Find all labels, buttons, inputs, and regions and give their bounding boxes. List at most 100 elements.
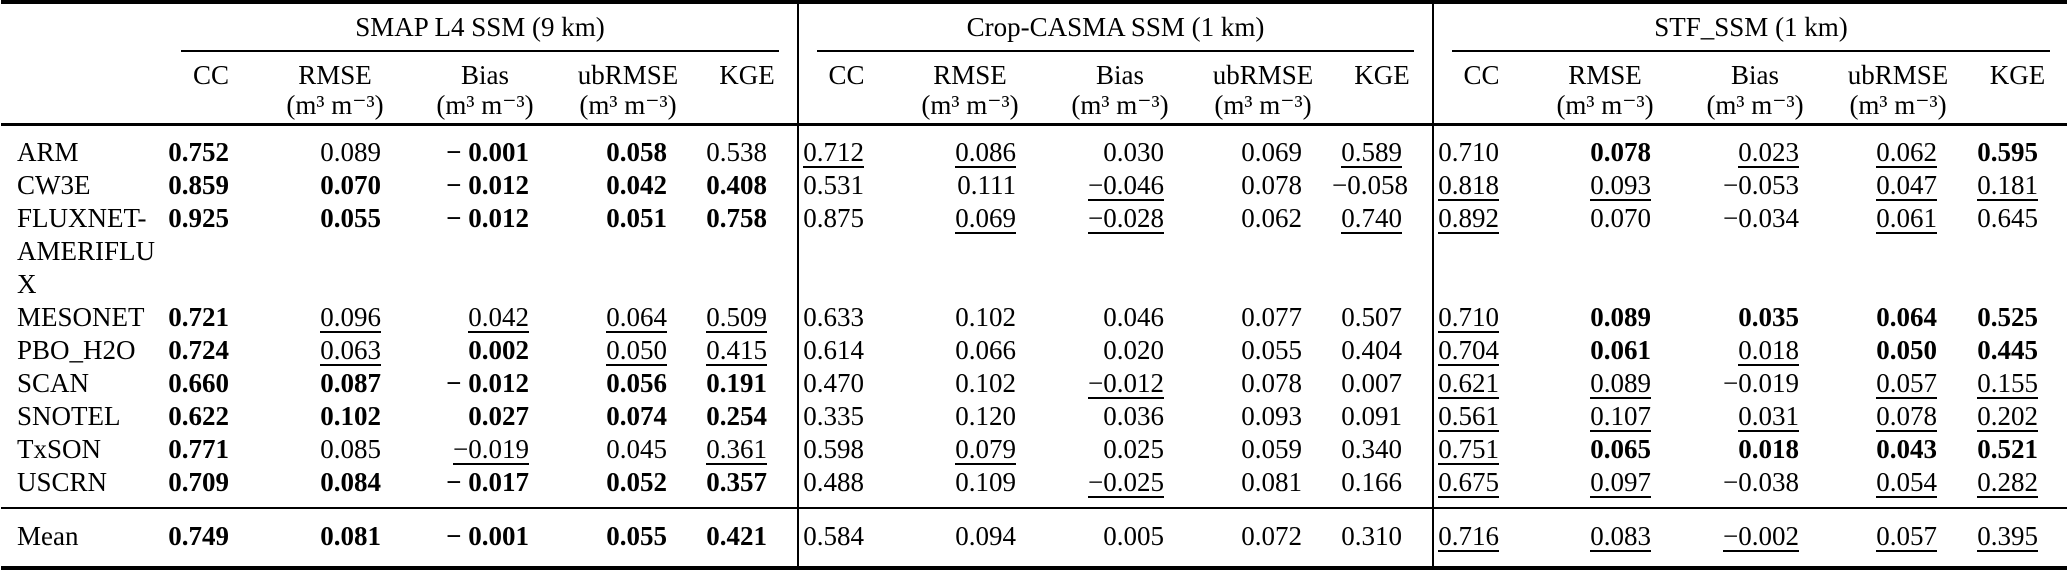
- metric-value-cell: − 0.001: [411, 506, 559, 568]
- metric-value-cell: 0.531: [797, 168, 894, 202]
- metric-value: 0.020: [1103, 334, 1164, 365]
- metric-value-cell: 0.059: [1194, 433, 1332, 466]
- metric-value: 0.531: [803, 169, 864, 200]
- metric-name: RMSE: [933, 60, 1007, 90]
- metric-value-cell: 0.751: [1432, 432, 1530, 466]
- metric-value: 0.097: [1590, 466, 1652, 499]
- table-row: SCAN 0.660 0.087 − 0.012 0.056 0.191 0.470 0.10…: [1, 366, 2067, 400]
- metric-value: 0.395: [1977, 520, 2039, 553]
- metric-value: 0.027: [468, 400, 529, 431]
- metric-value-cell: 0.102: [894, 301, 1046, 334]
- metric-value: −0.019: [453, 433, 529, 466]
- metric-value-cell: 0.083: [1529, 506, 1682, 568]
- metric-value-cell: 0.724: [163, 334, 259, 367]
- metric-value-cell: 0.055: [1194, 334, 1332, 367]
- metric-value: 0.023: [1738, 136, 1800, 169]
- metric-value-cell: 0.066: [894, 334, 1046, 367]
- metric-value-cell: 0.361: [697, 433, 798, 466]
- metric-value-cell: 0.758: [697, 202, 798, 301]
- metric-value: 0.254: [706, 400, 767, 431]
- metric-value-cell: 0.716: [1432, 506, 1530, 568]
- metric-value-cell: 0.064: [1829, 301, 1967, 334]
- metric-value-cell: 0.078: [1194, 367, 1332, 400]
- metric-value: 0.085: [320, 433, 381, 464]
- metric-value: 0.415: [706, 334, 767, 367]
- metric-name: CC: [828, 60, 865, 90]
- metric-value: 0.166: [1341, 466, 1403, 497]
- metric-value: 0.089: [1590, 301, 1652, 332]
- metric-unit: (m³ m⁻³): [1214, 90, 1312, 120]
- metric-value-cell: 0.091: [1332, 400, 1433, 433]
- metric-value: 0.470: [803, 367, 864, 398]
- row-label: SCAN: [17, 367, 90, 398]
- metric-value: 0.069: [1241, 136, 1302, 167]
- table-row: SNOTEL 0.622 0.102 0.027 0.074 0.254 0.335 0.12…: [1, 399, 2067, 433]
- metric-value: 0.086: [955, 136, 1016, 169]
- metric-value: 0.622: [168, 400, 229, 431]
- metric-header: ubRMSE (m³ m⁻³): [559, 52, 697, 126]
- network-column-header: [1, 52, 163, 126]
- metric-value-cell: 0.621: [1432, 366, 1530, 400]
- metric-value: 0.062: [1876, 136, 1938, 169]
- metric-value-cell: 0.069: [894, 202, 1046, 301]
- metric-value: 0.078: [1241, 169, 1302, 200]
- metric-unit: (m³ m⁻³): [1071, 90, 1169, 120]
- metric-value: 0.758: [706, 202, 767, 233]
- metric-value-cell: 0.595: [1967, 124, 2067, 169]
- group-header-row: SMAP L4 SSM (9 km) Crop-CASMA SSM (1 km) S…: [1, 2, 2067, 52]
- metric-value: 0.063: [320, 334, 381, 367]
- row-label: ARM: [17, 136, 79, 167]
- metric-value-cell: 0.086: [894, 124, 1046, 169]
- metric-value: 0.710: [1438, 301, 1500, 334]
- metric-value: 0.018: [1738, 433, 1800, 464]
- metric-value: 0.055: [606, 520, 667, 551]
- metric-value-cell: −0.012: [1046, 367, 1194, 400]
- metric-value-cell: 0.584: [797, 506, 894, 568]
- metric-value-cell: 0.072: [1194, 506, 1332, 568]
- metric-value: 0.521: [1977, 433, 2039, 464]
- metric-value-cell: 0.818: [1432, 168, 1530, 202]
- metric-value: 0.057: [1876, 520, 1938, 553]
- metric-value-cell: 0.085: [259, 433, 411, 466]
- metric-value-cell: 0.310: [1332, 506, 1434, 568]
- metric-value-cell: 0.622: [163, 400, 259, 433]
- metric-value-cell: 0.254: [697, 400, 798, 433]
- metric-value-cell: 0.521: [1967, 433, 2067, 466]
- metric-value-cell: − 0.012: [411, 367, 559, 400]
- table-row: USCRN 0.709 0.084 − 0.017 0.052 0.357 0.488 0.1…: [1, 465, 2067, 508]
- metric-value: 0.818: [1438, 169, 1500, 202]
- metric-value: 0.120: [955, 400, 1016, 431]
- metric-value: 0.721: [168, 301, 229, 332]
- metric-header: KGE: [1332, 52, 1434, 126]
- metric-value-cell: 0.509: [697, 301, 798, 334]
- metric-header: ubRMSE (m³ m⁻³): [1194, 52, 1332, 126]
- metric-value: 0.065: [1590, 433, 1652, 464]
- metric-value-cell: 0.063: [259, 334, 411, 367]
- metric-value-cell: 0.102: [894, 367, 1046, 400]
- metric-header: ubRMSE (m³ m⁻³): [1829, 52, 1968, 126]
- metric-value: 0.050: [1876, 334, 1938, 365]
- metric-value: − 0.012: [446, 367, 529, 398]
- metric-header: CC: [797, 52, 894, 126]
- metric-value: 0.507: [1341, 301, 1403, 332]
- metric-name: KGE: [719, 60, 775, 90]
- metric-value: 0.614: [803, 334, 864, 365]
- metric-name: Bias: [460, 60, 509, 90]
- metric-value-cell: 0.752: [163, 124, 259, 169]
- metric-value-cell: 0.111: [894, 169, 1046, 202]
- mean-row: Mean 0.749 0.081 − 0.001 0.055 0.421 0.584 0.09…: [1, 506, 2067, 568]
- metric-value-cell: 0.070: [1529, 202, 1681, 301]
- metric-value: 0.083: [1590, 520, 1652, 553]
- metric-value-cell: 0.094: [894, 506, 1046, 568]
- metric-value: 0.054: [1876, 466, 1938, 499]
- metric-value: 0.404: [1341, 334, 1403, 365]
- metric-value-cell: 0.062: [1829, 124, 1967, 169]
- metric-value: 0.488: [803, 466, 864, 497]
- metric-value-cell: 0.089: [1529, 367, 1681, 400]
- metric-value: 0.645: [1977, 202, 2039, 233]
- metric-value: 0.084: [320, 466, 381, 497]
- metric-value-cell: 0.507: [1332, 301, 1433, 334]
- metric-value: 0.712: [803, 136, 864, 169]
- metric-value: 0.202: [1977, 400, 2039, 433]
